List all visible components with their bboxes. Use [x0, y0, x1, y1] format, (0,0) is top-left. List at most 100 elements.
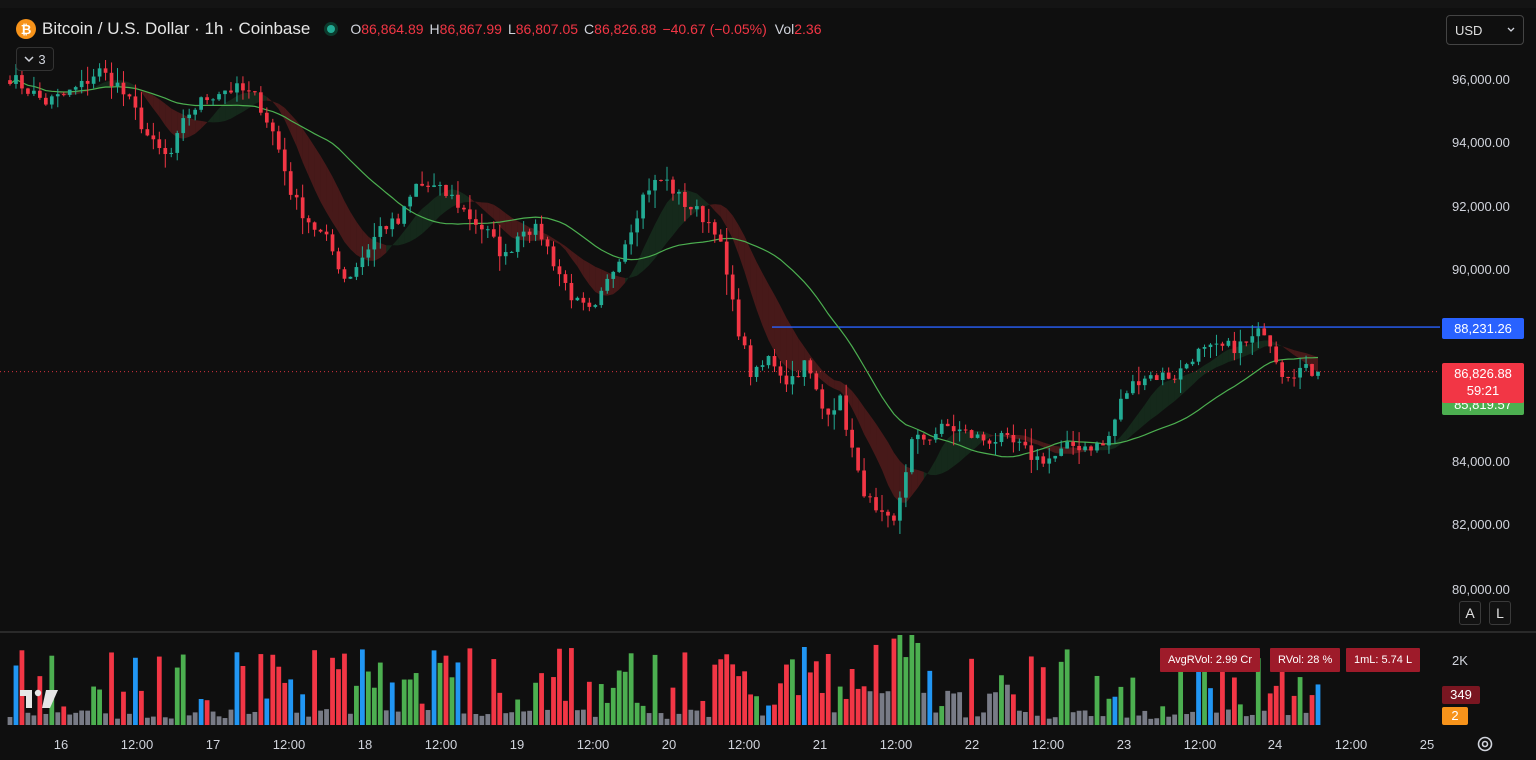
volume-badge-small: 2: [1442, 707, 1468, 725]
trend-cloud-segment: [726, 208, 733, 239]
volume-bar: [365, 671, 371, 725]
price-chart[interactable]: [0, 0, 1440, 632]
volume-bar: [144, 717, 150, 725]
volume-bar: [1178, 658, 1184, 725]
auto-scale-button[interactable]: A: [1459, 601, 1481, 625]
candle-body: [975, 434, 980, 438]
candle-body: [539, 223, 544, 240]
trend-cloud-segment: [649, 224, 656, 266]
one-ml-label: 1mL: 5.74 L: [1346, 648, 1421, 672]
volume-bar: [736, 676, 742, 725]
candle-body: [1256, 328, 1261, 337]
trend-cloud-segment: [230, 95, 237, 119]
trend-cloud-segment: [440, 190, 446, 216]
candle-body: [1298, 367, 1302, 378]
price-tick: 80,000.00: [1452, 582, 1510, 597]
bar-countdown: 59:21: [1466, 383, 1500, 398]
volume-bar: [993, 692, 998, 725]
volume-bar: [258, 654, 264, 725]
tradingview-logo-icon[interactable]: [20, 688, 60, 710]
volume-bar: [1190, 711, 1195, 725]
trend-cloud-segment: [314, 146, 321, 202]
volume-bar: [43, 713, 49, 725]
indicators-toggle-button[interactable]: 3: [16, 47, 54, 71]
candle-body: [1005, 432, 1010, 435]
candle-body: [258, 92, 263, 113]
volume-chart[interactable]: [0, 633, 1440, 733]
currency-value: USD: [1455, 22, 1483, 38]
candle-body: [527, 231, 532, 235]
trend-cloud-segment: [780, 305, 787, 368]
trend-cloud-segment: [201, 120, 208, 129]
time-axis[interactable]: 16 12:00 17 12:00 18 12:00 19 12:00 20 1…: [0, 732, 1440, 760]
horizontal-line-badge[interactable]: 88,231.26: [1442, 318, 1524, 339]
chart-settings-gear-icon[interactable]: [1475, 734, 1495, 754]
volume-bar: [927, 670, 933, 725]
volume-bar: [533, 682, 538, 725]
trend-cloud-segment: [613, 274, 620, 295]
volume-bar: [778, 683, 783, 725]
candle-body: [838, 395, 843, 411]
time-tick: 25: [1419, 737, 1435, 752]
trend-cloud-segment: [1186, 372, 1193, 391]
candle-body: [617, 261, 622, 272]
candle-body: [115, 82, 120, 87]
trend-cloud-segment: [1210, 357, 1217, 371]
currency-select[interactable]: USD: [1446, 15, 1524, 45]
trend-cloud-segment: [1132, 412, 1139, 435]
trend-cloud-segment: [941, 438, 948, 474]
trend-cloud-segment: [1144, 395, 1151, 425]
pane-separator[interactable]: [0, 631, 1536, 633]
candle-body: [67, 89, 72, 95]
candle-body: [1154, 375, 1159, 380]
trend-cloud-segment: [846, 385, 853, 409]
candle-body: [270, 122, 275, 132]
volume-bar: [575, 710, 580, 725]
trend-cloud-segment: [1288, 348, 1295, 356]
volume-bar: [1034, 715, 1040, 725]
candle-body: [342, 269, 347, 279]
candle-body: [229, 90, 233, 93]
candle-body: [921, 434, 926, 440]
volume-bar: [1255, 658, 1261, 725]
bitcoin-icon: ₿: [16, 19, 36, 39]
chevron-down-icon: [24, 56, 34, 63]
volume-bar: [413, 673, 419, 725]
volume-bar: [91, 686, 97, 725]
log-scale-button[interactable]: L: [1489, 601, 1511, 625]
price-axis[interactable]: 96,000.00 94,000.00 92,000.00 90,000.00 …: [1440, 56, 1536, 631]
candle-body: [575, 297, 580, 301]
volume-bar: [897, 635, 903, 725]
trend-cloud-segment: [714, 204, 721, 217]
volume-bar: [569, 648, 574, 725]
volume-bar: [431, 650, 437, 725]
trend-cloud-segment: [953, 432, 960, 467]
candle-body: [450, 194, 454, 196]
volume-bar: [246, 713, 252, 725]
chevron-down-icon: [1507, 27, 1515, 32]
volume-bar: [1070, 712, 1076, 725]
moving-average-line[interactable]: [9, 78, 1319, 458]
candle-body: [706, 222, 711, 224]
time-tick: 12:00: [272, 737, 306, 752]
volume-bar: [598, 684, 604, 725]
candle-body: [1029, 445, 1034, 460]
volume-bar: [324, 709, 329, 725]
market-open-icon: [324, 22, 339, 36]
volume-bar: [222, 718, 228, 725]
last-price-value: 86,826.88: [1454, 366, 1512, 381]
avg-rvol-label: AvgRVol: 2.99 Cr: [1160, 648, 1260, 672]
trend-cloud-segment: [1204, 361, 1211, 375]
candle-body: [694, 206, 699, 210]
candle-body: [485, 229, 490, 231]
candle-body: [1274, 346, 1279, 363]
candle-body: [563, 274, 568, 283]
symbol-title[interactable]: Bitcoin / U.S. Dollar · 1h · Coinbase: [42, 19, 311, 38]
volume-bar: [85, 710, 91, 725]
volume-bar: [67, 714, 73, 725]
volume-bar: [109, 652, 114, 725]
volume-bar: [1237, 704, 1243, 725]
volume-bar: [724, 654, 730, 725]
candle-body: [491, 229, 496, 237]
volume-bar: [1261, 710, 1267, 725]
